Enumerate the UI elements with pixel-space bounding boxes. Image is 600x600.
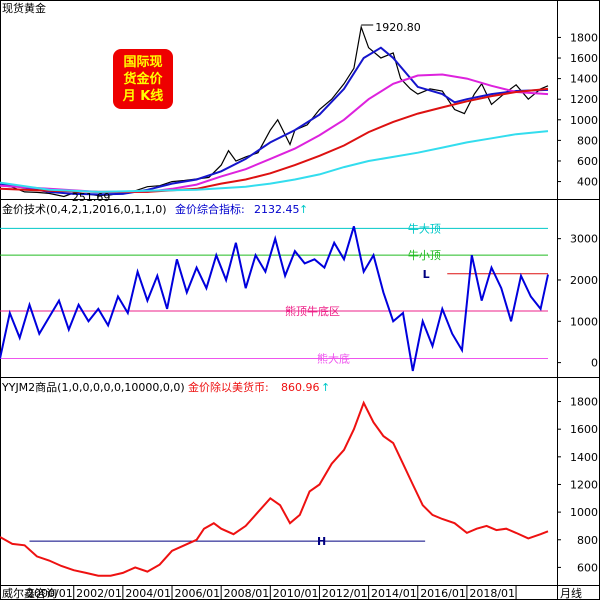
ratio-ytick-label: 1200 — [570, 478, 598, 491]
price-ytick-label: 1400 — [570, 73, 598, 86]
price-panel-series — [0, 24, 549, 198]
price-ytick-label: 400 — [577, 176, 598, 189]
ratio-indicator-value: 860.96 — [281, 381, 320, 394]
h-marker: H — [317, 535, 326, 548]
price-ytick-label: 1600 — [570, 52, 598, 65]
indicator-ytick-label: 2000 — [570, 274, 598, 287]
indicator-name: 金价综合指标: — [175, 202, 245, 216]
time-tick-label: 2000/01 — [27, 587, 73, 600]
time-tick-label: 2016/01 — [420, 587, 466, 600]
ratio-panel-ticks: 600 800 1000 1200 1400 1600 1800 — [557, 396, 598, 574]
indicator-panel-ticks: 0 1000 2000 3000 — [557, 233, 598, 370]
source-label: 威尔鑫咨询 — [2, 586, 57, 600]
time-tick-label: 2004/01 — [125, 587, 171, 600]
ratio-ytick-label: 1600 — [570, 423, 598, 436]
price-panel-ticks: 400 600 800 1000 1200 1400 1600 1800 — [557, 31, 598, 189]
indicator-ytick-label: 0 — [591, 357, 598, 370]
ratio-ytick-label: 1800 — [570, 396, 598, 409]
series-ratio — [0, 400, 549, 577]
time-tick-label: 2008/01 — [224, 587, 270, 600]
price-ytick-label: 800 — [577, 134, 598, 147]
price-ytick-label: 1200 — [570, 93, 598, 106]
series-indicator — [0, 226, 549, 372]
indicator-value: 2132.45 — [254, 203, 300, 216]
indicator-ytick-label: 1000 — [570, 315, 598, 328]
badge-line-3: 月 K线 — [122, 88, 164, 104]
time-axis: 2000/01 2002/01 2004/01 2006/01 2008/01 2010/… — [27, 585, 517, 600]
ratio-ytick-label: 1000 — [570, 506, 598, 519]
ratio-ytick-label: 1400 — [570, 451, 598, 464]
indicator-panel-series — [0, 226, 549, 372]
time-tick-label: 2012/01 — [322, 587, 368, 600]
zone-label-bear-bottom: 熊大底 — [317, 351, 350, 365]
l-marker: L — [423, 268, 430, 281]
time-tick-label: 2014/01 — [371, 587, 417, 600]
time-tick-label: 2002/01 — [76, 587, 122, 600]
price-panel-title: 现货黄金 — [2, 1, 46, 15]
time-tick-label: 2006/01 — [174, 587, 220, 600]
high-price-annotation: 1920.80 — [375, 21, 421, 34]
badge-line-1: 国际现 — [123, 55, 162, 70]
ratio-ytick-label: 600 — [577, 561, 598, 574]
zone-label-bull-small: 牛小顶 — [408, 248, 441, 262]
price-ytick-label: 600 — [577, 155, 598, 168]
up-arrow-icon: ↑ — [299, 203, 308, 216]
chart-badge: 国际现 货金价 月 K线 — [113, 49, 173, 109]
series-ma_red — [0, 87, 549, 193]
indicator-zone-lines — [0, 227, 548, 359]
badge-line-2: 货金价 — [123, 71, 163, 87]
ratio-panel-series — [0, 400, 549, 577]
series-ma_cyan — [0, 130, 549, 193]
low-price-annotation: 251.69 — [72, 191, 111, 204]
ratio-indicator-name: 金价除以美货币: — [188, 380, 269, 394]
price-ytick-label: 1800 — [570, 31, 598, 44]
series-ma_blue — [0, 46, 549, 196]
zone-label-mid: 熊顶牛底区 — [285, 304, 340, 318]
ratio-panel-title: YYJM2商品(1,0,0,0,0,0,10000,0,0) — [1, 380, 185, 394]
price-ytick-label: 1000 — [570, 114, 598, 127]
time-tick-label: 2010/01 — [273, 587, 319, 600]
ratio-ytick-label: 800 — [577, 534, 598, 547]
indicator-panel-title: 金价技术(0,4,2,1,2016,0,1,1,0) — [2, 202, 167, 216]
period-label: 月线 — [560, 586, 582, 600]
zone-label-bull-top: 牛大顶 — [408, 221, 441, 235]
indicator-ytick-label: 3000 — [570, 233, 598, 246]
ratio-up-arrow-icon: ↑ — [321, 381, 330, 394]
badge-background — [113, 49, 173, 109]
time-tick-label: 2018/01 — [469, 587, 515, 600]
